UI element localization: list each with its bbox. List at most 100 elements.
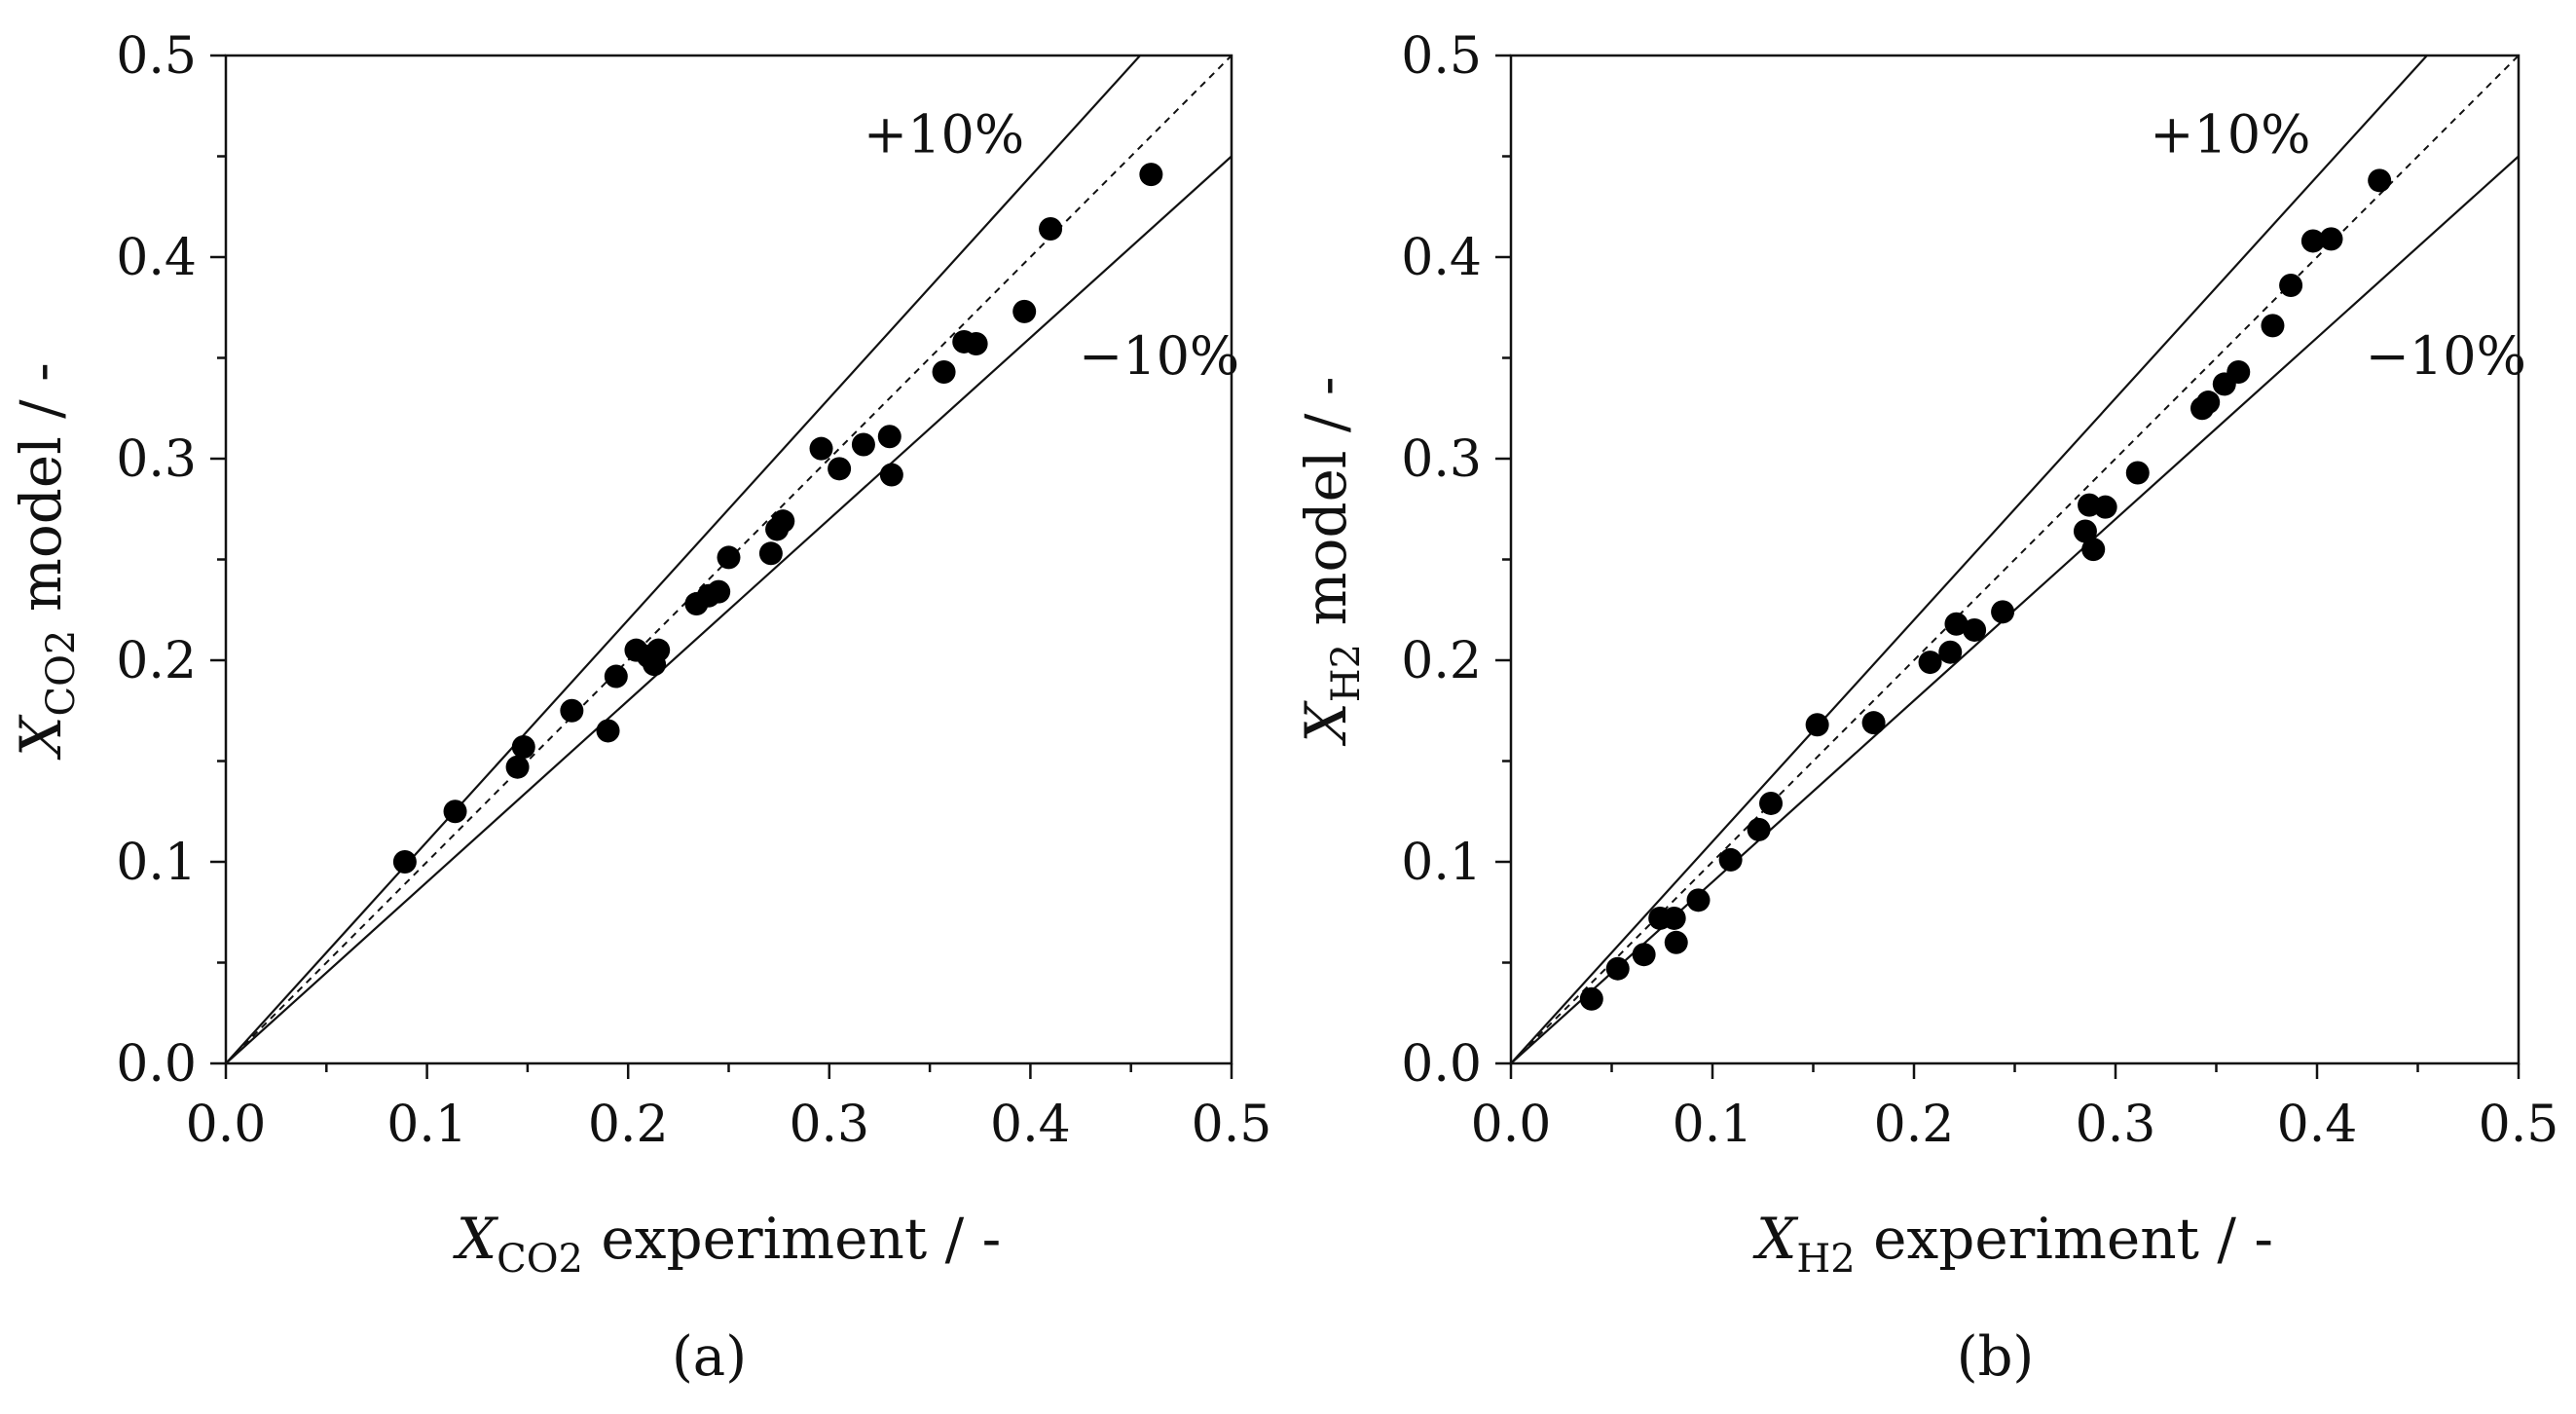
data-point xyxy=(1139,163,1163,187)
ticks: 0.0 0.1 0.2 0.3 0.4 0.5 0.0 0.1 0.2 0.3 0.4 0.5 xyxy=(116,27,1271,1154)
x-axis-title: XH2 experiment / - xyxy=(1752,1206,2273,1282)
x-tick-label: 0.4 xyxy=(990,1096,1071,1154)
data-point xyxy=(1991,600,2015,624)
y-axis-title: XH2 model / - xyxy=(1293,376,1369,746)
panel-label: (a) xyxy=(672,1325,747,1389)
data-point xyxy=(392,850,417,874)
y-tick-label: 0.4 xyxy=(1401,229,1482,287)
data-points xyxy=(392,163,1163,874)
data-point xyxy=(707,579,731,604)
data-point xyxy=(828,457,852,481)
x-tick-label: 0.5 xyxy=(1192,1096,1272,1154)
data-point xyxy=(2125,461,2150,485)
data-point xyxy=(443,800,467,824)
band-label-upper: +10% xyxy=(2150,103,2310,165)
x-tick-label: 0.2 xyxy=(588,1096,669,1154)
band-label-upper: +10% xyxy=(864,103,1024,165)
data-point xyxy=(1918,651,1942,675)
band-label-lower: −10% xyxy=(2366,325,2526,387)
data-point xyxy=(2261,314,2285,338)
data-point xyxy=(964,332,988,356)
data-point xyxy=(717,545,741,570)
y-tick-label: 0.2 xyxy=(1401,632,1482,690)
data-point xyxy=(2073,519,2097,543)
data-point xyxy=(2226,359,2251,384)
data-point xyxy=(2196,391,2221,415)
data-point xyxy=(2093,495,2117,519)
y-tick-label: 0.0 xyxy=(116,1035,197,1094)
x-tick-label: 0.0 xyxy=(1471,1096,1552,1154)
x-tick-label: 0.3 xyxy=(2076,1096,2156,1154)
reference-lines xyxy=(226,56,1232,1063)
y-tick-label: 0.5 xyxy=(1401,27,1482,86)
band-label-lower: −10% xyxy=(1079,325,1239,387)
x-tick-label: 0.1 xyxy=(386,1096,467,1154)
x-axis-title-subscript: H2 xyxy=(1796,1237,1855,1282)
x-axis-title-text: experiment / - xyxy=(1856,1206,2273,1272)
x-tick-label: 0.3 xyxy=(789,1096,869,1154)
data-point xyxy=(2081,538,2106,562)
data-point xyxy=(2319,227,2343,251)
data-point xyxy=(2279,273,2303,297)
y-axis-title-symbol: X xyxy=(8,714,74,761)
reference-line-plus-10 xyxy=(1511,56,2429,1063)
data-point xyxy=(1747,817,1771,841)
x-axis-title-subscript: CO2 xyxy=(497,1237,583,1282)
x-axis-title-symbol: X xyxy=(453,1206,499,1272)
x-tick-label: 0.2 xyxy=(1874,1096,1955,1154)
y-tick-label: 0.2 xyxy=(116,632,197,690)
data-points xyxy=(1579,168,2392,1011)
data-point xyxy=(1662,906,1686,930)
data-point xyxy=(1664,930,1688,954)
x-tick-label: 0.0 xyxy=(186,1096,267,1154)
data-point xyxy=(646,638,671,662)
data-point xyxy=(1718,847,1743,872)
y-axis-title-subscript: H2 xyxy=(1324,644,1369,702)
data-point xyxy=(1759,791,1784,815)
data-point xyxy=(809,436,833,461)
y-axis-title: XCO2 model / - xyxy=(8,362,84,761)
x-tick-label: 0.1 xyxy=(1673,1096,1753,1154)
data-point xyxy=(851,432,875,457)
y-tick-label: 0.3 xyxy=(1401,430,1482,489)
y-axis-title-subscript: CO2 xyxy=(39,630,84,717)
data-point xyxy=(1861,711,1886,735)
reference-line-parity xyxy=(1511,56,2519,1063)
x-axis-title-symbol: X xyxy=(1752,1206,1799,1272)
y-tick-label: 0.0 xyxy=(1401,1035,1482,1094)
x-axis-title-text: experiment / - xyxy=(583,1206,1001,1272)
y-axis-title-symbol: X xyxy=(1293,700,1359,747)
y-tick-label: 0.1 xyxy=(1401,834,1482,892)
data-point xyxy=(2368,168,2392,193)
data-point xyxy=(1938,640,1963,664)
data-point xyxy=(505,755,530,779)
data-point xyxy=(560,698,584,723)
data-point xyxy=(1805,713,1829,737)
data-point xyxy=(604,664,628,688)
panel-b: 0.0 0.1 0.2 0.3 0.4 0.5 0.0 0.1 0.2 0.3 0.4 0.5 +10%… xyxy=(1293,27,2558,1389)
data-point xyxy=(1039,217,1063,242)
panel-a: 0.0 0.1 0.2 0.3 0.4 0.5 0.0 0.1 0.2 0.3 0.4 0.5 +10%… xyxy=(8,27,1271,1389)
y-tick-label: 0.3 xyxy=(116,430,197,489)
panel-label: (b) xyxy=(1957,1325,2035,1389)
data-point xyxy=(1632,943,1656,967)
reference-lines xyxy=(1511,56,2519,1063)
reference-line-minus-10 xyxy=(226,155,1232,1063)
data-point xyxy=(771,509,795,534)
y-axis-title-text: model / - xyxy=(1293,376,1359,643)
data-point xyxy=(1012,299,1037,323)
ticks: 0.0 0.1 0.2 0.3 0.4 0.5 0.0 0.1 0.2 0.3 0.4 0.5 xyxy=(1401,27,2558,1154)
reference-line-plus-10 xyxy=(226,56,1142,1063)
data-point xyxy=(1963,617,1987,642)
data-point xyxy=(2300,229,2325,253)
data-point xyxy=(1686,888,1711,912)
data-point xyxy=(879,463,903,487)
x-axis-title: XCO2 experiment / - xyxy=(453,1206,1001,1282)
y-tick-label: 0.4 xyxy=(116,229,197,287)
data-point xyxy=(596,719,620,743)
data-point xyxy=(1944,612,1969,636)
data-point xyxy=(511,735,535,760)
y-tick-label: 0.5 xyxy=(116,27,197,86)
data-point xyxy=(758,541,783,566)
